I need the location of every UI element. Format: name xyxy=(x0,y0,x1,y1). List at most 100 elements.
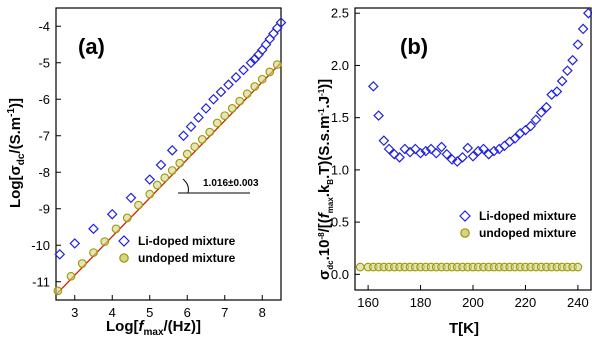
x-tick-label: 4 xyxy=(109,305,116,320)
undoped-point xyxy=(182,149,192,159)
li-doped-point xyxy=(535,107,547,118)
li-doped-point xyxy=(178,130,189,142)
undoped-point xyxy=(53,286,63,296)
li-doped-point xyxy=(567,54,578,66)
legend-circle-marker xyxy=(460,228,470,238)
li-doped-point xyxy=(125,192,137,204)
undoped-point xyxy=(355,262,365,272)
li-doped-point xyxy=(572,39,584,50)
x-tick-label: 5 xyxy=(146,305,153,320)
panel-a-label: (a) xyxy=(78,34,105,59)
li-doped-point xyxy=(583,7,592,19)
li-doped-point xyxy=(155,159,167,171)
li-doped-point xyxy=(383,143,395,155)
li-doped-point xyxy=(373,110,384,121)
li-doped-point xyxy=(556,75,568,87)
panel-b-y-axis-label: σdc.10-8/[(fmax.kB.T)(S.s.m-1.J-1)] xyxy=(316,79,335,280)
undoped-point xyxy=(111,224,121,234)
y-tick-label: 0.5 xyxy=(331,215,349,230)
li-doped-point xyxy=(193,112,204,123)
undoped-point xyxy=(205,127,215,137)
undoped-point xyxy=(152,180,162,190)
x-tick-label: 240 xyxy=(567,295,589,310)
y-tick-label: -4 xyxy=(38,19,50,34)
slope-angle-marker xyxy=(178,178,250,194)
undoped-point xyxy=(66,271,76,281)
li-doped-point xyxy=(230,72,242,83)
li-doped-point xyxy=(551,86,563,97)
undoped-point xyxy=(175,158,185,168)
legend-li-doped: Li-doped mixture xyxy=(479,209,577,223)
li-doped-point xyxy=(530,114,542,126)
undoped-point xyxy=(190,142,200,152)
li-doped-point xyxy=(488,145,500,157)
li-doped-point xyxy=(271,22,283,34)
li-doped-point xyxy=(144,174,156,185)
undoped-point xyxy=(250,82,260,91)
panel-b: (b) 0.0 0.5 1.0 1.5 2.0 2.5 160 180 200 220 240 L… xyxy=(316,6,592,337)
legend-diamond-marker xyxy=(118,235,130,247)
undoped-point xyxy=(89,248,98,257)
li-doped-point xyxy=(415,147,426,159)
x-tick-label: 200 xyxy=(462,295,484,310)
undoped-point xyxy=(160,173,170,183)
li-doped-point xyxy=(446,154,458,165)
x-tick-label: 180 xyxy=(410,295,432,310)
li-doped-point xyxy=(106,208,118,220)
li-doped-point xyxy=(378,135,390,146)
y-tick-label: 1.5 xyxy=(331,110,349,125)
li-doped-point xyxy=(525,120,537,132)
y-tick-label: 1.0 xyxy=(331,162,349,177)
undoped-point xyxy=(272,60,282,69)
li-doped-point xyxy=(223,79,234,90)
li-doped-point xyxy=(394,152,405,163)
li-doped-point xyxy=(215,86,227,98)
li-doped-point xyxy=(430,147,442,159)
y-tick-label: -10 xyxy=(31,238,50,253)
legend-circle-marker xyxy=(119,253,129,263)
undoped-point xyxy=(145,189,155,199)
undoped-point xyxy=(220,111,230,121)
li-doped-point xyxy=(256,44,268,56)
li-doped-point xyxy=(577,23,589,35)
li-doped-point xyxy=(457,152,468,163)
li-doped-point xyxy=(54,249,66,260)
undoped-point xyxy=(227,104,237,113)
panel-b-x-axis-label: T[K] xyxy=(449,320,479,337)
panel-a-x-axis-label: Log[fmax/(Hz)] xyxy=(106,318,201,338)
li-doped-point xyxy=(208,93,219,105)
x-tick-label: 160 xyxy=(357,295,379,310)
li-doped-point xyxy=(420,145,432,157)
li-doped-point xyxy=(260,39,272,50)
x-tick-label: 7 xyxy=(221,305,228,320)
li-doped-point xyxy=(462,142,474,154)
li-doped-point xyxy=(185,121,197,132)
x-tick-label: 220 xyxy=(515,295,537,310)
li-doped-point xyxy=(541,101,552,113)
y-tick-label: 2.0 xyxy=(331,58,349,73)
panel-a: (a) -11 -10 -9 -8 -7 -6 -5 -4 3 4 5 6 7 8 1.016±0.00… xyxy=(6,7,287,338)
undoped-point xyxy=(573,262,583,272)
li-doped-point xyxy=(264,33,276,45)
li-doped-point xyxy=(268,28,279,39)
undoped-point xyxy=(77,259,87,268)
undoped-point xyxy=(235,96,245,106)
li-doped-point xyxy=(88,223,99,235)
li-doped-point xyxy=(478,143,489,155)
legend-undoped: undoped mixture xyxy=(479,226,577,240)
li-doped-point xyxy=(69,238,81,249)
y-tick-label: -6 xyxy=(38,92,50,107)
legend-li-doped: Li-doped mixture xyxy=(138,234,236,248)
li-doped-point xyxy=(509,133,521,144)
slope-annotation: 1.016±0.003 xyxy=(203,178,259,189)
panel-a-legend: Li-doped mixture undoped mixture xyxy=(118,234,236,265)
undoped-point xyxy=(167,166,177,175)
legend-undoped: undoped mixture xyxy=(138,251,236,265)
undoped-point xyxy=(197,135,207,144)
li-doped-point xyxy=(368,80,379,92)
x-tick-label: 3 xyxy=(71,305,78,320)
y-tick-label: -5 xyxy=(38,55,50,70)
y-tick-label: 2.5 xyxy=(331,6,349,21)
li-doped-point xyxy=(472,145,484,157)
